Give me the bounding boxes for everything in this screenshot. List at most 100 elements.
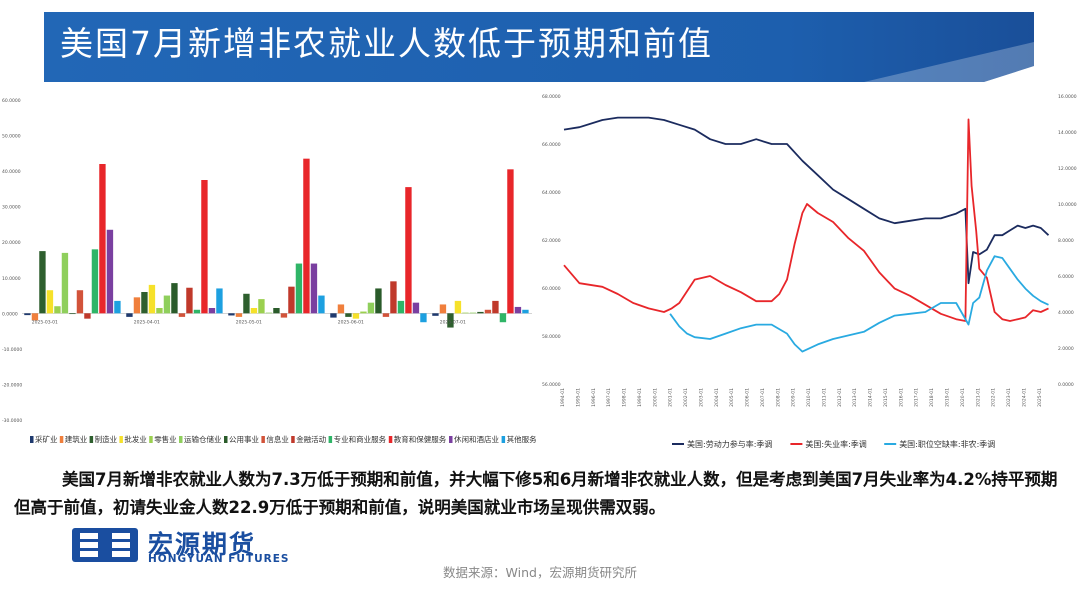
y-tick-label: -30.0000 — [2, 418, 22, 424]
bar — [477, 311, 484, 314]
right-y-tick-label: 12.0000 — [1058, 166, 1077, 172]
bar — [69, 313, 76, 315]
bar — [469, 312, 477, 314]
bar — [295, 263, 303, 314]
bar — [330, 313, 337, 318]
left-y-tick-label: 64.0000 — [542, 190, 561, 196]
bar — [228, 313, 235, 316]
bar — [507, 169, 514, 314]
x-tick-label: 2006-01 — [745, 388, 751, 407]
bar — [310, 263, 318, 314]
legend-swatch — [179, 436, 183, 443]
y-tick-label: 10.0000 — [2, 276, 21, 282]
bar — [522, 309, 529, 314]
x-tick-label: 2009-01 — [791, 388, 797, 407]
bar — [462, 312, 469, 314]
x-tick-label: 2012-01 — [837, 388, 843, 407]
right-y-tick-label: 6.0000 — [1058, 274, 1074, 280]
legend-label: 金融活动 — [296, 434, 326, 444]
company-logo: 宏源期货 HONGYUAN FUTURES — [72, 526, 312, 566]
x-tick-label: 2002-01 — [683, 388, 689, 407]
legend-label: 信息业 — [266, 434, 289, 444]
industry-bar-chart: 60.0000 50.0000 40.0000 30.0000 20.0000 10.00… — [0, 86, 536, 462]
x-tick-label: 2019-01 — [944, 388, 950, 407]
bar — [447, 313, 454, 328]
x-category-label: 2025-04-01 — [134, 319, 160, 325]
bar — [352, 313, 360, 319]
x-tick-label: 2018-01 — [929, 388, 935, 407]
bar — [360, 311, 367, 314]
bar — [91, 249, 99, 314]
bar — [303, 158, 310, 314]
logo-mark-icon — [72, 528, 138, 562]
x-tick-label: 2010-01 — [806, 388, 812, 407]
x-tick-label: 1999-01 — [637, 388, 643, 407]
legend-swatch — [449, 436, 453, 443]
bar — [235, 313, 243, 317]
legend-label: 建筑业 — [65, 434, 88, 444]
legend-swatch — [119, 436, 123, 443]
bar — [216, 288, 223, 314]
bar — [318, 295, 325, 314]
x-tick-label: 2003-01 — [698, 388, 704, 407]
x-tick-label: 2014-01 — [868, 388, 874, 407]
x-category-label: 2025-05-01 — [236, 319, 262, 325]
series-line — [669, 255, 1049, 353]
legend-swatch — [89, 436, 94, 443]
left-y-tick-label: 62.0000 — [542, 238, 561, 244]
bar — [24, 313, 31, 316]
legend-swatch — [291, 436, 295, 443]
bar — [54, 306, 61, 314]
legend-label: 其他服务业 — [507, 434, 536, 444]
bar — [265, 312, 273, 314]
legend-label: 美国:职位空缺率:非农:季调 — [899, 439, 995, 449]
x-tick-label: 2004-01 — [714, 388, 720, 407]
legend-swatch — [388, 436, 393, 443]
bar — [133, 297, 141, 314]
right-chart-bg — [540, 86, 1080, 462]
y-tick-label: 30.0000 — [2, 205, 21, 211]
x-category-label: 2025-03-01 — [32, 319, 58, 325]
bar — [171, 283, 178, 314]
bar — [141, 292, 148, 314]
labor-line-chart: 68.0000 66.0000 64.0000 62.0000 60.0000 58.00… — [540, 86, 1080, 462]
bar — [397, 300, 405, 314]
x-tick-label: 2007-01 — [760, 388, 766, 407]
left-y-tick-label: 58.0000 — [542, 334, 561, 340]
x-tick-label: 1994-01 — [560, 388, 566, 407]
x-tick-label: 2022-01 — [991, 388, 997, 407]
legend-label: 美国:劳动力参与率:季调 — [687, 439, 772, 449]
right-y-tick-label: 10.0000 — [1058, 202, 1077, 208]
y-tick-label: 40.0000 — [2, 169, 21, 175]
bar — [46, 290, 54, 314]
y-tick-label: -20.0000 — [2, 382, 22, 388]
legend-swatch — [149, 436, 153, 443]
x-tick-label: 2025-01 — [1037, 388, 1043, 407]
page-title: 美国7月新增非农就业人数低于预期和前值 — [60, 24, 713, 63]
legend-swatch — [261, 436, 265, 443]
x-tick-label: 2023-01 — [1006, 388, 1012, 407]
bar — [412, 302, 420, 314]
series-line — [563, 118, 1049, 322]
bar — [250, 308, 258, 314]
y-tick-label: 0.0000 — [2, 311, 18, 317]
bar — [126, 313, 133, 317]
bar — [193, 309, 201, 314]
left-y-tick-label: 68.0000 — [542, 94, 561, 100]
bar — [390, 281, 397, 314]
right-y-tick-label: 16.0000 — [1058, 94, 1077, 100]
legend-swatch — [224, 436, 228, 443]
bar — [61, 252, 69, 314]
x-tick-label: 2024-01 — [1021, 388, 1027, 407]
bar — [114, 300, 121, 314]
bar — [156, 308, 163, 314]
bar — [31, 313, 39, 321]
x-tick-label: 2001-01 — [668, 388, 674, 407]
bar — [492, 300, 499, 314]
legend-label: 运输仓储业 — [184, 434, 222, 444]
x-tick-label: 2016-01 — [898, 388, 904, 407]
title-banner-accent — [864, 42, 1034, 82]
bar — [148, 284, 156, 314]
left-y-tick-label: 66.0000 — [542, 142, 561, 148]
bar — [39, 251, 46, 314]
